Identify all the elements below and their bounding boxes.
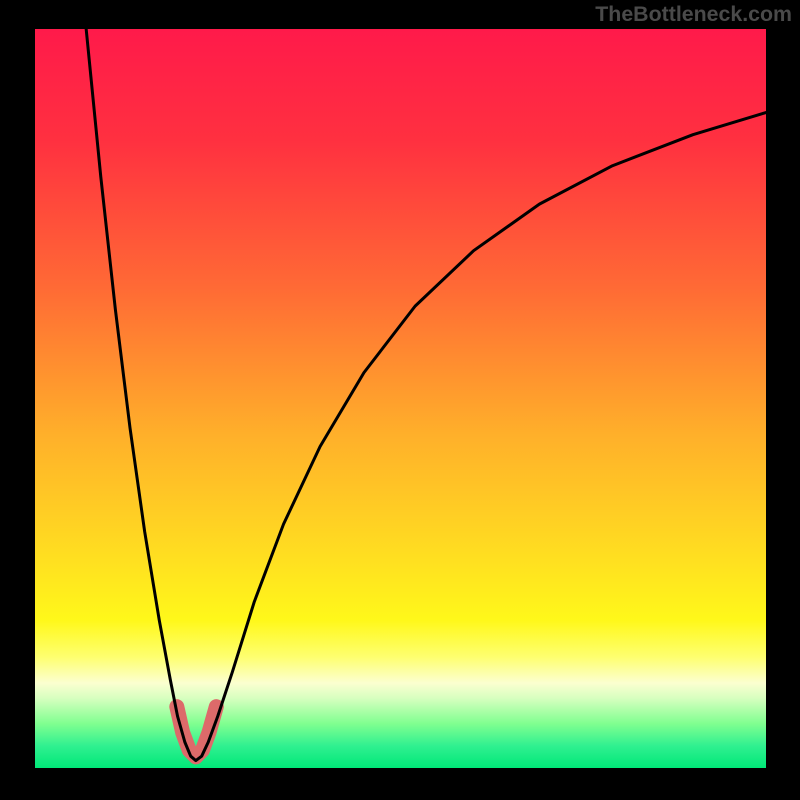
plot-area — [35, 29, 766, 768]
watermark-text: TheBottleneck.com — [595, 2, 792, 27]
chart-root: TheBottleneck.com — [0, 0, 800, 800]
plot-svg — [35, 29, 766, 768]
bottleneck-curve — [86, 29, 766, 761]
